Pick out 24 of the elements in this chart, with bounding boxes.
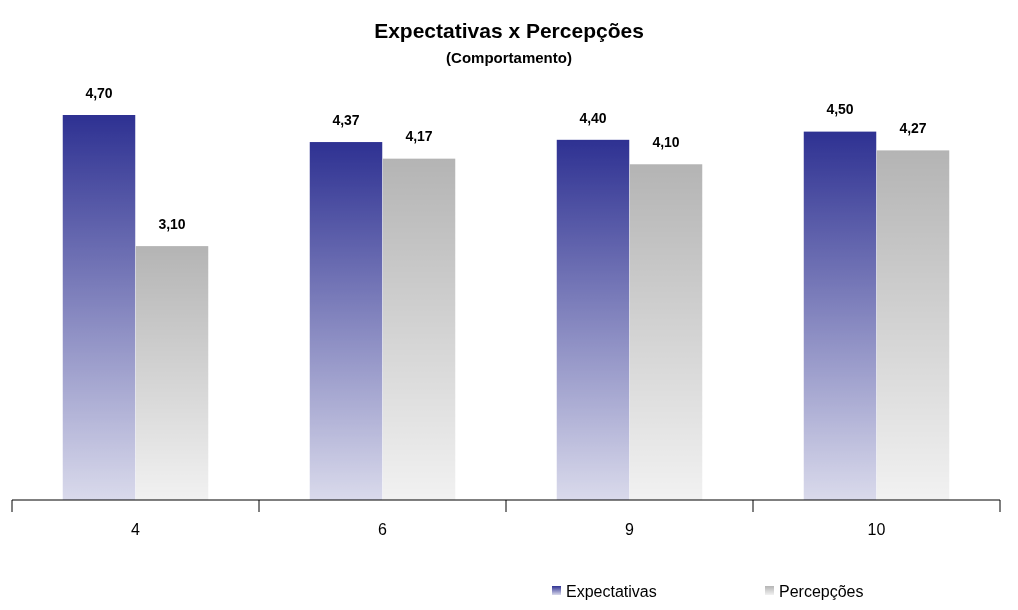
x-tick-label: 10 bbox=[867, 521, 886, 538]
chart-subtitle: (Comportamento) bbox=[446, 49, 572, 66]
bar bbox=[803, 131, 877, 500]
bar bbox=[556, 139, 630, 500]
data-label: 4,37 bbox=[332, 112, 360, 129]
legend-label: Expectativas bbox=[566, 583, 657, 600]
bar bbox=[135, 246, 209, 500]
bar bbox=[382, 158, 456, 500]
x-tick-label: 9 bbox=[625, 521, 635, 538]
data-label: 4,40 bbox=[579, 109, 607, 126]
data-label: 4,10 bbox=[652, 134, 680, 151]
bar bbox=[62, 115, 136, 500]
chart-title: Expectativas x Percepções bbox=[374, 19, 644, 42]
data-label: 4,17 bbox=[405, 128, 433, 145]
bar bbox=[876, 150, 950, 500]
data-label: 4,70 bbox=[85, 85, 113, 101]
legend-label: Percepções bbox=[779, 583, 864, 600]
bar bbox=[629, 164, 703, 500]
data-label: 4,50 bbox=[826, 101, 854, 118]
x-tick-label: 6 bbox=[378, 521, 388, 538]
data-label: 4,27 bbox=[899, 120, 927, 137]
bar bbox=[309, 142, 383, 500]
data-label: 3,10 bbox=[158, 216, 186, 233]
x-tick-label: 4 bbox=[131, 521, 141, 538]
